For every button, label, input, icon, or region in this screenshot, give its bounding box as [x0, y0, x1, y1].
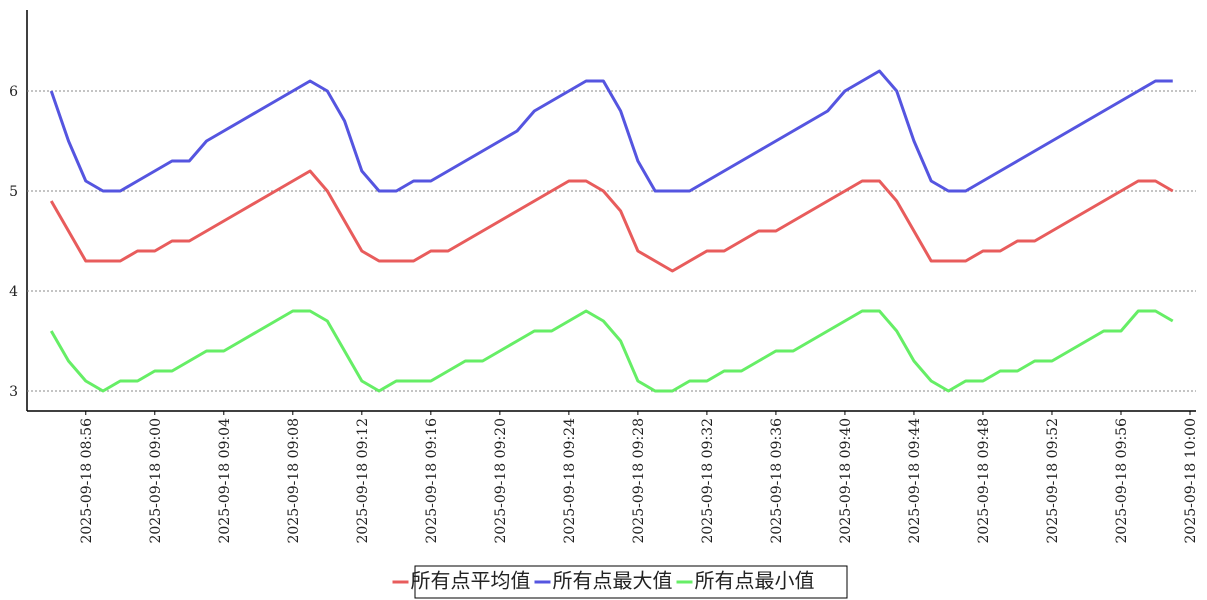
series-line [49, 69, 1173, 193]
series-line [49, 309, 1174, 393]
legend-box [414, 565, 848, 599]
x-tick-label: 2025-09-18 10:00 [1183, 418, 1199, 544]
series-line [49, 169, 1174, 273]
x-tick-label: 2025-09-18 09:00 [148, 418, 164, 544]
y-tick-label: 6 [9, 84, 18, 100]
x-tick-label: 2025-09-18 09:44 [907, 418, 923, 544]
x-tick-label: 2025-09-18 09:40 [838, 418, 854, 544]
x-tick-label: 2025-09-18 09:20 [493, 418, 509, 544]
y-tick-label: 5 [9, 184, 18, 200]
legend-label: 所有点最大值 [553, 569, 673, 593]
legend-label: 所有点平均值 [411, 569, 531, 593]
x-tick-label: 2025-09-18 09:24 [562, 418, 578, 544]
x-tick-label: 2025-09-18 09:16 [424, 418, 440, 544]
x-tick-label: 2025-09-18 08:56 [79, 418, 95, 544]
x-tick-label: 2025-09-18 09:48 [976, 418, 992, 544]
y-tick-label: 3 [9, 384, 18, 400]
x-tick-label: 2025-09-18 09:28 [631, 418, 647, 544]
x-tick-label: 2025-09-18 09:04 [217, 418, 233, 544]
x-tick-label: 2025-09-18 09:52 [1045, 418, 1061, 544]
x-tick-label: 2025-09-18 09:56 [1114, 418, 1130, 544]
y-tick-label: 4 [9, 284, 18, 300]
x-tick-label: 2025-09-18 09:08 [286, 418, 302, 544]
x-tick-label: 2025-09-18 09:36 [769, 418, 785, 544]
x-tick-label: 2025-09-18 09:32 [700, 418, 716, 544]
x-tick-label: 2025-09-18 09:12 [355, 418, 371, 544]
legend: 所有点平均值 所有点最大值 所有点最小值 [392, 565, 848, 599]
legend-label: 所有点最小值 [695, 569, 815, 593]
